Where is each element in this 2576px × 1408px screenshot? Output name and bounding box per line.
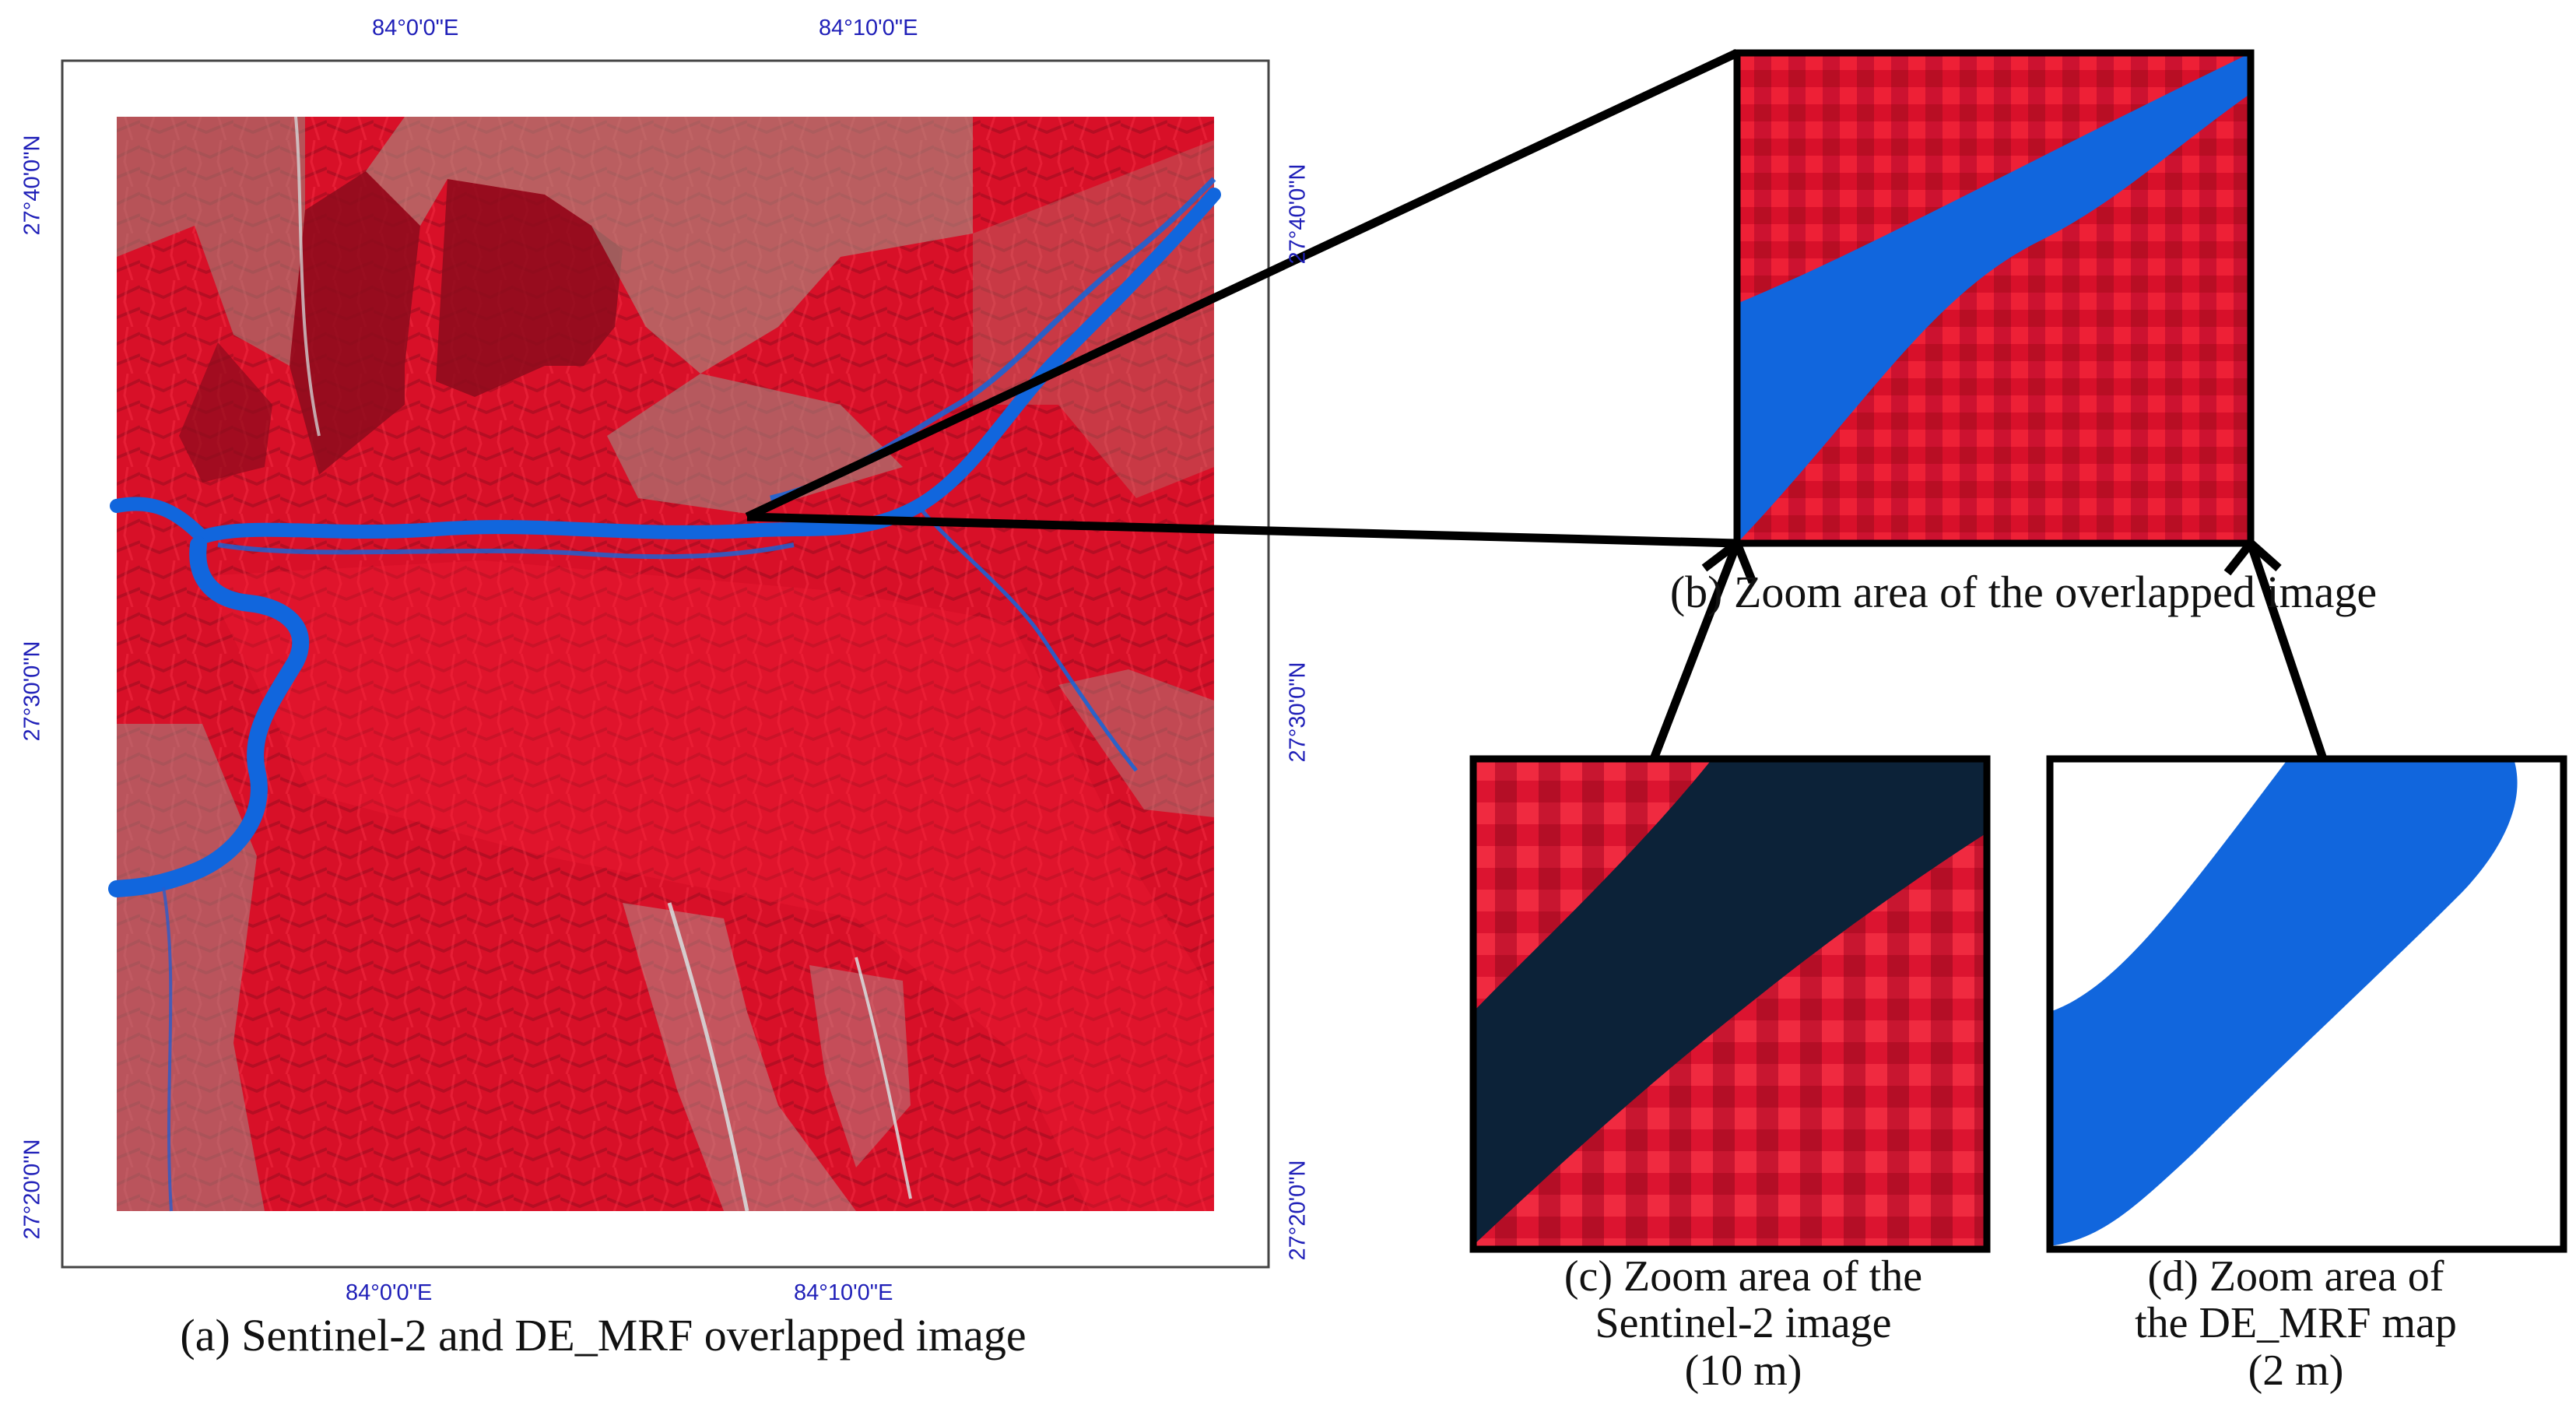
lon-label-top-2: 84°10'0"E: [819, 16, 918, 40]
main-river: [110, 188, 1221, 546]
lat-label-left-1: 27°40'0"N: [19, 135, 45, 236]
caption-d-line-3: (2 m): [2248, 1346, 2344, 1395]
lon-label-top-1: 84°0'0"E: [372, 16, 459, 40]
caption-c-line-2: Sentinel-2 image: [1595, 1299, 1892, 1348]
lat-label-left-3: 27°20'0"N: [19, 1139, 45, 1240]
lon-label-bottom-1: 84°0'0"E: [346, 1280, 433, 1305]
caption-d-line-1: (d) Zoom area of: [2147, 1252, 2444, 1301]
lat-label-left-2: 27°30'0"N: [19, 641, 45, 742]
panel-d-image: [2046, 755, 2567, 1253]
lat-label-right-3: 27°20'0"N: [1285, 1160, 1311, 1261]
lon-label-bottom-2: 84°10'0"E: [794, 1280, 893, 1305]
arrow-c-to-b: [1649, 536, 1757, 760]
satellite-image: [108, 116, 1221, 1212]
panel-b-image: [1733, 49, 2255, 547]
panel-c-image: [1469, 755, 1991, 1253]
caption-c-line-1: (c) Zoom area of the: [1563, 1252, 1923, 1301]
zoom-line-top: [745, 49, 1739, 521]
caption-c-line-3: (10 m): [1684, 1346, 1802, 1395]
tributary-river: [108, 536, 310, 897]
caption-d-line-2: the DE_MRF map: [2135, 1299, 2457, 1348]
lat-label-right-2: 27°30'0"N: [1285, 662, 1311, 763]
caption-a: (a) Sentinel-2 and DE_MRF overlapped ima…: [180, 1310, 1027, 1361]
zoom-line-bottom: [746, 512, 1738, 548]
caption-d: (d) Zoom area of the DE_MRF map (2 m): [2016, 1252, 2576, 1395]
caption-b: (b) Zoom area of the overlapped image: [1669, 567, 2378, 617]
lat-label-right-1: 27°40'0"N: [1285, 163, 1311, 265]
arrow-d-to-b: [2223, 537, 2328, 760]
caption-c: (c) Zoom area of the Sentinel-2 image (1…: [1440, 1252, 2047, 1395]
